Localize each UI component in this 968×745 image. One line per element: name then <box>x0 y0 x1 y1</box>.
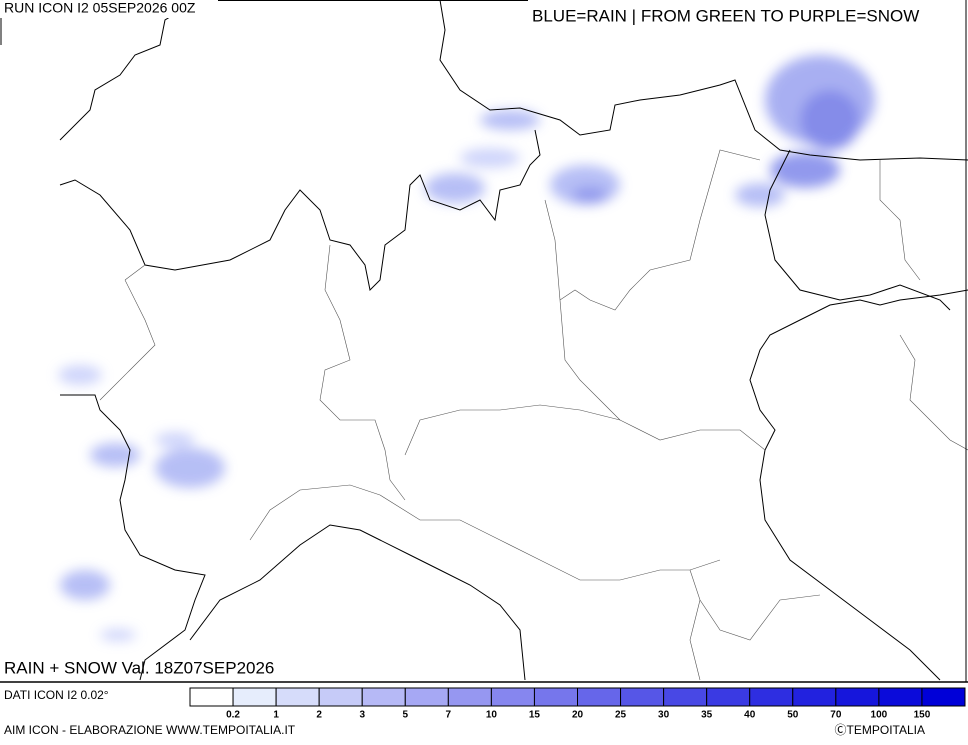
scale-label: 2 <box>316 710 322 721</box>
scale-label: 25 <box>615 710 627 721</box>
scale-box <box>404 687 449 707</box>
scale-box <box>533 687 579 707</box>
scale-label: 100 <box>871 710 888 721</box>
scale-label: 30 <box>658 710 670 721</box>
scale-box <box>189 687 234 707</box>
source: DATI ICON I2 0.02° <box>4 688 109 702</box>
scale-box <box>878 687 923 707</box>
scale-box <box>663 687 708 707</box>
scale-label: 1 <box>273 710 279 721</box>
scale-box <box>835 687 880 707</box>
scale-box <box>275 687 320 707</box>
scale-label: 15 <box>529 710 541 721</box>
scale-box <box>921 687 966 707</box>
label-background <box>0 0 218 18</box>
scale-box <box>749 687 794 707</box>
scale-label: 70 <box>830 710 842 721</box>
scale-label: 10 <box>486 710 498 721</box>
run-label: RUN ICON I2 05SEP2026 00Z <box>4 0 196 16</box>
scale-label: 7 <box>446 710 452 721</box>
legend-note: BLUE=RAIN | FROM GREEN TO PURPLE=SNOW <box>532 6 919 25</box>
regions <box>99 149 968 681</box>
scale-box <box>490 687 535 707</box>
scale-label: 50 <box>787 710 799 721</box>
scale-box <box>620 687 665 707</box>
scale-box <box>232 687 277 707</box>
scale-label: 5 <box>402 710 408 721</box>
precipitation <box>58 55 875 641</box>
copyright: ⒸTEMPOITALIA <box>835 723 925 737</box>
color-scale: 0.2 1 2 3 5 7 10 15 20 25 30 35 40 50 70 100 150 <box>189 687 966 721</box>
scale-box <box>706 687 751 707</box>
borders <box>59 0 968 681</box>
scale-label: 0.2 <box>226 710 240 721</box>
scale-box <box>361 687 406 707</box>
scale-box <box>792 687 837 707</box>
credit: AIM ICON - ELABORAZIONE WWW.TEMPOITALIA.… <box>4 723 296 737</box>
scale-box <box>447 687 492 707</box>
scale-box <box>318 687 363 707</box>
scale-label: 150 <box>914 710 931 721</box>
scale-label: 40 <box>744 710 756 721</box>
map-title: RAIN + SNOW Val. 18Z07SEP2026 <box>4 658 274 677</box>
scale-label: 20 <box>572 710 584 721</box>
scale-label: 35 <box>701 710 713 721</box>
scale-box <box>577 687 622 707</box>
scale-label: 3 <box>359 710 365 721</box>
